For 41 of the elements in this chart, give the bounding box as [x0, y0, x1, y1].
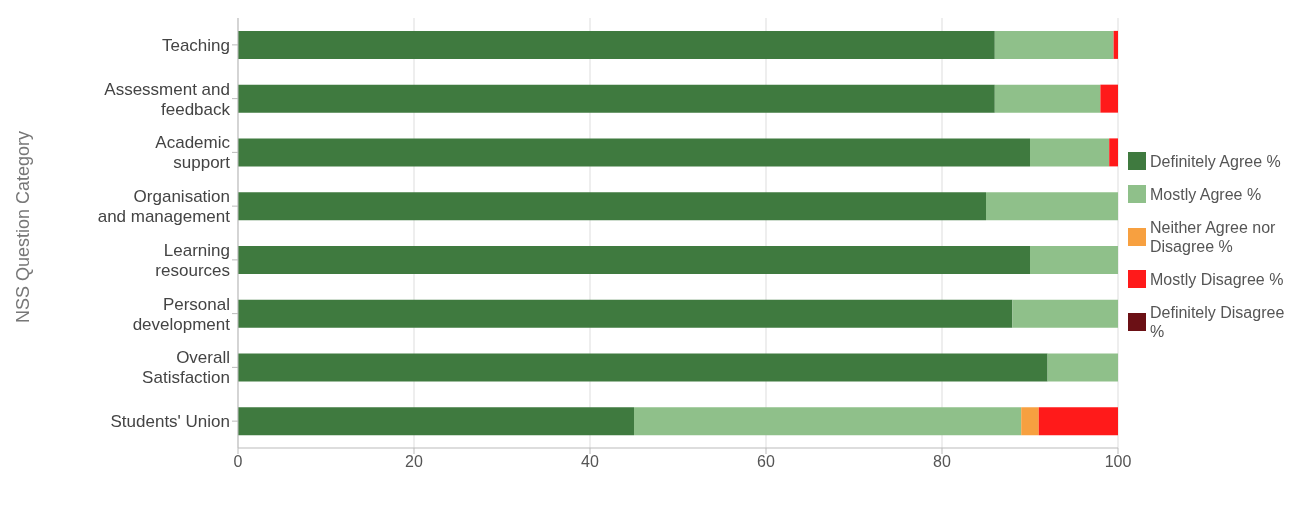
bar — [1047, 353, 1118, 382]
y-tick-label: Organisation and management — [97, 186, 231, 226]
legend-label: Definitely Disagree % — [1150, 302, 1286, 341]
bar — [238, 192, 986, 221]
bar — [238, 407, 634, 436]
y-axis-title: NSS Question Category — [13, 130, 34, 323]
legend-label: Mostly Disagree % — [1150, 269, 1284, 289]
x-tick-label: 60 — [757, 453, 775, 471]
bar — [994, 30, 1114, 59]
bar — [238, 353, 1048, 382]
legend-label: Definitely Agree % — [1150, 151, 1281, 171]
legend-label: Neither Agree nor Disagree % — [1150, 217, 1277, 256]
x-tick-label: 20 — [405, 453, 423, 471]
bar — [1021, 407, 1039, 436]
x-tick-label: 0 — [233, 453, 243, 471]
bar — [1109, 138, 1118, 167]
x-tick-label: 100 — [1104, 453, 1132, 471]
bar — [238, 245, 1030, 274]
bar — [238, 30, 995, 59]
bar — [1038, 407, 1118, 436]
y-tick-label: Academic support — [155, 132, 231, 172]
y-tick-label: Overall Satisfaction — [142, 347, 230, 387]
bar — [238, 138, 1030, 167]
bar — [986, 192, 1118, 221]
bar — [1100, 84, 1118, 113]
bar — [634, 407, 1022, 436]
bar — [238, 84, 995, 113]
x-tick-label: 40 — [581, 453, 599, 471]
bar — [1113, 30, 1118, 59]
legend-label: Mostly Agree % — [1150, 184, 1262, 204]
y-tick-label: Personal development — [132, 294, 231, 334]
bar — [1030, 138, 1110, 167]
y-tick-label: Teaching — [161, 35, 230, 55]
y-tick-label: Assessment and feedback — [104, 79, 231, 119]
bar — [994, 84, 1101, 113]
y-tick-label: Students' Union — [110, 411, 230, 431]
bar — [238, 299, 1013, 328]
bar — [1012, 299, 1118, 328]
bar — [1030, 245, 1118, 274]
y-tick-label: Learning resources — [155, 240, 230, 280]
x-tick-label: 80 — [933, 453, 951, 471]
